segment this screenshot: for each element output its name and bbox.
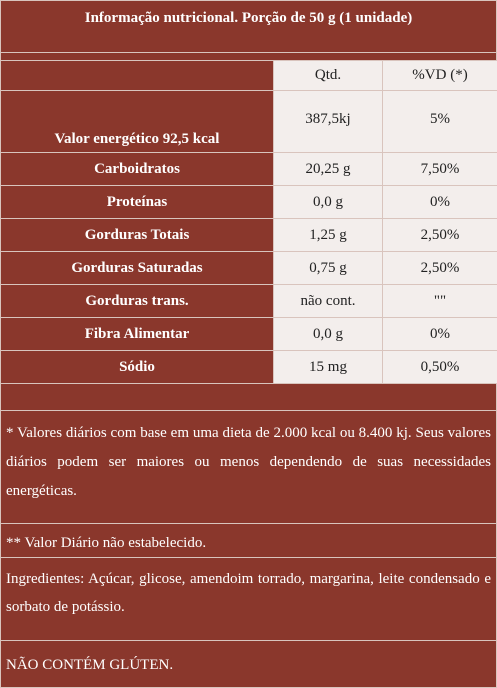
title: Informação nutricional. Porção de 50 g (…	[84, 9, 413, 26]
footnote: * Valores diários com base em uma dieta …	[6, 425, 491, 499]
table-value: 0%	[382, 185, 497, 219]
column-header: %VD (*)	[382, 60, 497, 91]
row-label: Gorduras trans.	[0, 284, 274, 318]
row-label: Carboidratos	[0, 152, 274, 186]
table-value: 0,75 g	[273, 251, 383, 285]
header-cell	[0, 60, 274, 91]
table-value: 5%	[382, 90, 497, 153]
row-label: Fibra Alimentar	[0, 317, 274, 351]
table-value: ""	[382, 284, 497, 318]
ingredients: Ingredientes: Açúcar, glicose, amendoim …	[6, 571, 491, 615]
table-value: 0,50%	[382, 350, 497, 384]
table-value: 15 mg	[273, 350, 383, 384]
row-label: Valor energético 92,5 kcal	[0, 90, 274, 153]
table-value: 0,0 g	[273, 185, 383, 219]
table-value: não cont.	[273, 284, 383, 318]
column-header: Qtd.	[273, 60, 383, 91]
row-label: Gorduras Saturadas	[0, 251, 274, 285]
table-value: 7,50%	[382, 152, 497, 186]
table-value: 0,0 g	[273, 317, 383, 351]
table-value: 2,50%	[382, 218, 497, 252]
row-label: Sódio	[0, 350, 274, 384]
table-value: 0%	[382, 317, 497, 351]
spacer	[0, 383, 497, 411]
table-value: 20,25 g	[273, 152, 383, 186]
table-value: 1,25 g	[273, 218, 383, 252]
table-value: 2,50%	[382, 251, 497, 285]
row-label: Gorduras Totais	[0, 218, 274, 252]
table-value: 387,5kj	[273, 90, 383, 153]
gluten-notice: NÃO CONTÉM GLÚTEN.	[6, 657, 174, 673]
row-label: Proteínas	[0, 185, 274, 219]
footnote: ** Valor Diário não estabelecido.	[6, 535, 207, 551]
